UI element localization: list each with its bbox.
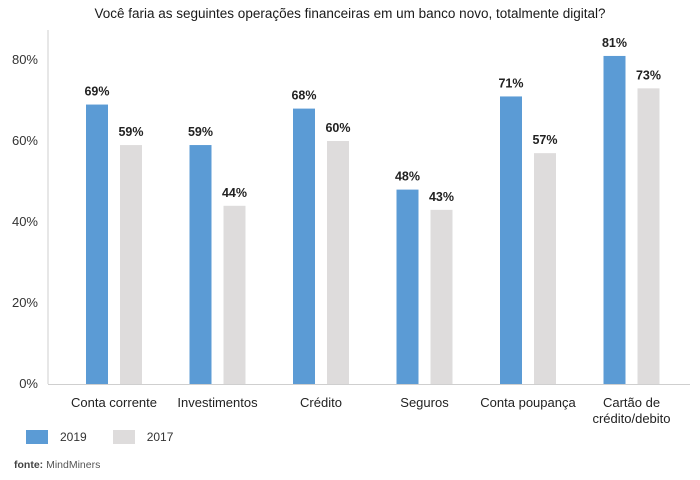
data-label: 69% bbox=[84, 85, 109, 99]
x-tick-label: Crédito bbox=[300, 395, 342, 410]
legend-swatch-2017 bbox=[112, 430, 135, 444]
data-label: 81% bbox=[602, 36, 627, 50]
data-label: 44% bbox=[222, 186, 247, 200]
bar-2017 bbox=[120, 145, 142, 384]
bar-2017 bbox=[223, 205, 246, 384]
bar-2019 bbox=[86, 104, 108, 385]
bar-2019 bbox=[293, 108, 315, 384]
x-tick-label: Cartão de bbox=[603, 395, 660, 410]
x-tick-label: Conta corrente bbox=[71, 395, 157, 410]
x-tick-label: crédito/debito bbox=[592, 411, 670, 426]
y-tick-label: 40% bbox=[12, 214, 38, 229]
bar-2017 bbox=[637, 88, 660, 384]
legend-swatch-2019 bbox=[26, 430, 48, 444]
y-axis: 0% 20% 40% 60% 80% bbox=[12, 30, 49, 391]
data-label: 71% bbox=[498, 76, 523, 90]
data-label: 59% bbox=[118, 125, 143, 139]
data-label: 73% bbox=[636, 68, 661, 82]
bar-2019 bbox=[189, 145, 212, 384]
bar-2017 bbox=[534, 153, 556, 384]
bars: 69% 59% 59% 44% 68% 60% 48% 43% 71% 57% 81% 73% bbox=[84, 36, 661, 385]
data-label: 68% bbox=[291, 89, 316, 103]
y-tick-label: 20% bbox=[12, 295, 38, 310]
data-label: 43% bbox=[429, 190, 454, 204]
source-note: fonte: MindMiners bbox=[14, 459, 100, 471]
data-label: 48% bbox=[395, 170, 420, 184]
bar-2017 bbox=[430, 209, 453, 384]
data-label: 57% bbox=[532, 133, 557, 147]
data-label: 60% bbox=[325, 121, 350, 135]
chart-title: Você faria as seguintes operações financ… bbox=[94, 6, 606, 21]
legend-item-2017: 2017 bbox=[112, 430, 174, 444]
source-text: MindMiners bbox=[46, 459, 101, 471]
x-tick-label: Seguros bbox=[400, 395, 449, 410]
y-tick-label: 60% bbox=[12, 133, 38, 148]
legend-label-2017: 2017 bbox=[146, 430, 174, 444]
source-prefix: fonte: bbox=[14, 459, 44, 471]
x-axis-labels: Conta corrente Investimentos Crédito Seguro… bbox=[71, 395, 671, 426]
y-tick-label: 0% bbox=[19, 376, 38, 391]
data-label: 59% bbox=[188, 125, 213, 139]
legend: 2019 2017 bbox=[26, 430, 199, 444]
x-tick-label: Conta poupança bbox=[480, 395, 576, 410]
bar-2019 bbox=[500, 96, 522, 384]
legend-item-2019: 2019 bbox=[26, 430, 87, 444]
legend-label-2019: 2019 bbox=[60, 430, 87, 444]
x-tick-label: Investimentos bbox=[177, 395, 258, 410]
y-tick-label: 80% bbox=[12, 52, 38, 67]
bar-2017 bbox=[327, 141, 349, 384]
bar-2019 bbox=[396, 189, 419, 384]
bar-2019 bbox=[603, 55, 626, 384]
